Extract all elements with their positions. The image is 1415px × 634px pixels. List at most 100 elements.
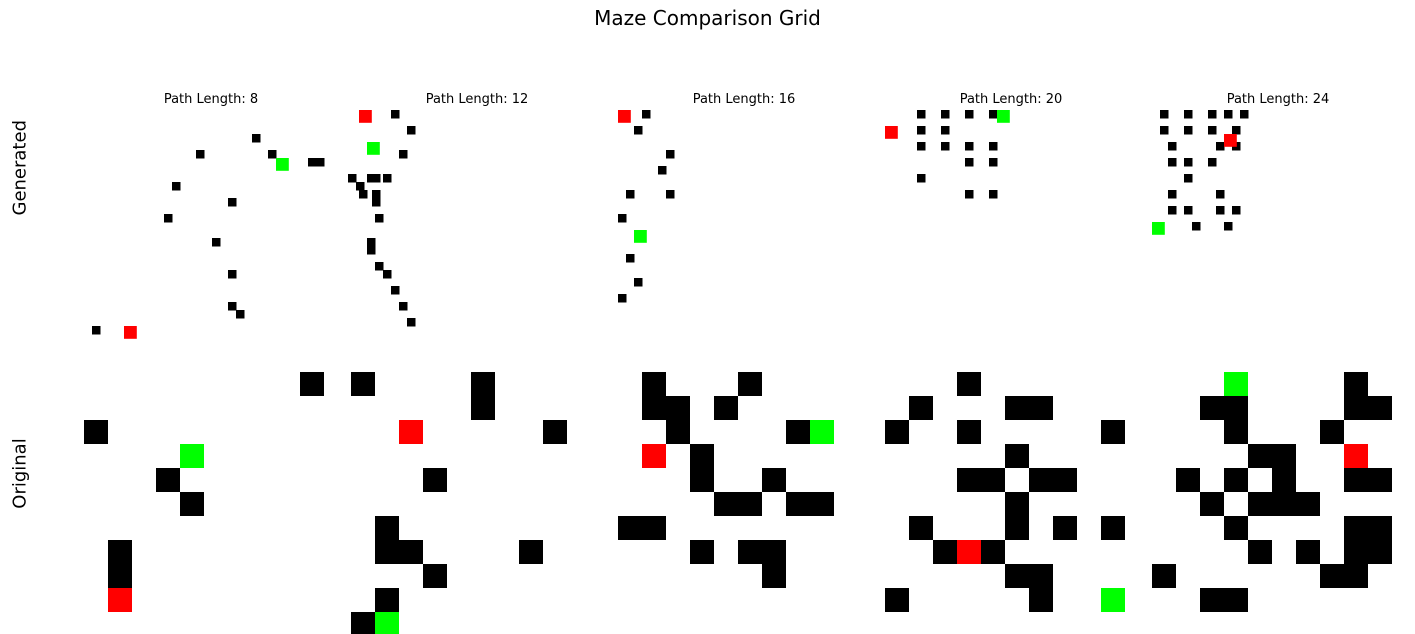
maze-wall-cell — [351, 612, 375, 634]
maze-end-cell — [1224, 134, 1237, 147]
maze-wall-cell — [1152, 564, 1176, 588]
maze-wall-cell — [399, 302, 408, 311]
maze-wall-cell — [1296, 540, 1320, 564]
maze-wall-cell — [1208, 110, 1217, 119]
maze-wall-cell — [1168, 190, 1177, 199]
maze-wall-cell — [375, 540, 399, 564]
maze-wall-cell — [1224, 516, 1248, 540]
maze-wall-cell — [407, 126, 416, 135]
maze-wall-cell — [108, 540, 132, 564]
maze-wall-cell — [626, 254, 635, 263]
maze-wall-cell — [1320, 564, 1344, 588]
column-title-2: Path Length: 12 — [425, 92, 529, 107]
maze-wall-cell — [1184, 174, 1193, 183]
maze-wall-cell — [356, 182, 365, 191]
maze-wall-cell — [1005, 444, 1029, 468]
maze-wall-cell — [1005, 396, 1029, 420]
maze-wall-cell — [1184, 206, 1193, 215]
maze-wall-cell — [738, 372, 762, 396]
maze-wall-cell — [1224, 222, 1233, 231]
maze-wall-cell — [941, 126, 950, 135]
maze-wall-cell — [989, 142, 998, 151]
maze-wall-cell — [762, 468, 786, 492]
maze-wall-cell — [690, 444, 714, 468]
maze-wall-cell — [156, 468, 180, 492]
maze-wall-cell — [1208, 158, 1217, 167]
maze-wall-cell — [714, 492, 738, 516]
maze-wall-cell — [738, 492, 762, 516]
maze-wall-cell — [383, 174, 392, 183]
maze-wall-cell — [1368, 468, 1392, 492]
maze-wall-cell — [1160, 110, 1169, 119]
maze-start-cell — [1224, 372, 1248, 396]
maze-wall-cell — [957, 372, 981, 396]
maze-wall-cell — [933, 540, 957, 564]
maze-wall-cell — [399, 540, 423, 564]
maze-wall-cell — [1005, 492, 1029, 516]
maze-wall-cell — [1344, 396, 1368, 420]
maze-wall-cell — [885, 588, 909, 612]
maze-wall-cell — [351, 372, 375, 396]
maze-wall-cell — [965, 190, 974, 199]
maze-wall-cell — [1216, 142, 1225, 151]
maze-wall-cell — [308, 158, 317, 167]
maze-start-cell — [1101, 588, 1125, 612]
maze-wall-cell — [228, 198, 237, 207]
maze-wall-cell — [1005, 564, 1029, 588]
maze-wall-cell — [642, 516, 666, 540]
maze-wall-cell — [714, 396, 738, 420]
maze-wall-cell — [391, 286, 400, 295]
maze-wall-cell — [738, 540, 762, 564]
maze-wall-cell — [634, 126, 643, 135]
maze-wall-cell — [1320, 420, 1344, 444]
maze-wall-cell — [1368, 540, 1392, 564]
maze-wall-cell — [228, 302, 237, 311]
maze-wall-cell — [1272, 444, 1296, 468]
maze-wall-cell — [917, 110, 926, 119]
maze-wall-cell — [348, 174, 357, 183]
maze-wall-cell — [690, 468, 714, 492]
maze-wall-cell — [367, 174, 376, 183]
maze-wall-cell — [965, 158, 974, 167]
maze-wall-cell — [1240, 110, 1249, 119]
maze-wall-cell — [885, 420, 909, 444]
maze-wall-cell — [618, 294, 627, 303]
maze-wall-cell — [164, 214, 173, 223]
maze-wall-cell — [1200, 492, 1224, 516]
maze-wall-cell — [252, 134, 261, 143]
maze-wall-cell — [917, 174, 926, 183]
maze-wall-cell — [786, 420, 810, 444]
maze-end-cell — [1344, 444, 1368, 468]
maze-wall-cell — [965, 142, 974, 151]
maze-start-cell — [367, 142, 380, 155]
maze-wall-cell — [399, 150, 408, 159]
maze-wall-cell — [957, 420, 981, 444]
maze-wall-cell — [1168, 206, 1177, 215]
maze-wall-cell — [1184, 158, 1193, 167]
maze-wall-cell — [666, 420, 690, 444]
maze-end-cell — [618, 110, 631, 123]
maze-wall-cell — [1232, 126, 1241, 135]
maze-wall-cell — [1053, 468, 1077, 492]
figure-title: Maze Comparison Grid — [594, 6, 821, 30]
maze-wall-cell — [236, 310, 245, 319]
maze-wall-cell — [909, 396, 933, 420]
maze-wall-cell — [268, 150, 277, 159]
maze-wall-cell — [372, 174, 381, 183]
maze-wall-cell — [690, 540, 714, 564]
maze-wall-cell — [1208, 126, 1217, 135]
maze-wall-cell — [367, 238, 376, 247]
maze-wall-cell — [1176, 468, 1200, 492]
maze-wall-cell — [1224, 588, 1248, 612]
maze-wall-cell — [989, 110, 998, 119]
maze-wall-cell — [372, 198, 381, 207]
maze-wall-cell — [407, 318, 416, 327]
maze-wall-cell — [618, 516, 642, 540]
maze-wall-cell — [1248, 444, 1272, 468]
maze-start-cell — [634, 230, 647, 243]
maze-wall-cell — [1224, 468, 1248, 492]
maze-start-cell — [180, 444, 204, 468]
maze-wall-cell — [1368, 396, 1392, 420]
maze-wall-cell — [618, 214, 627, 223]
